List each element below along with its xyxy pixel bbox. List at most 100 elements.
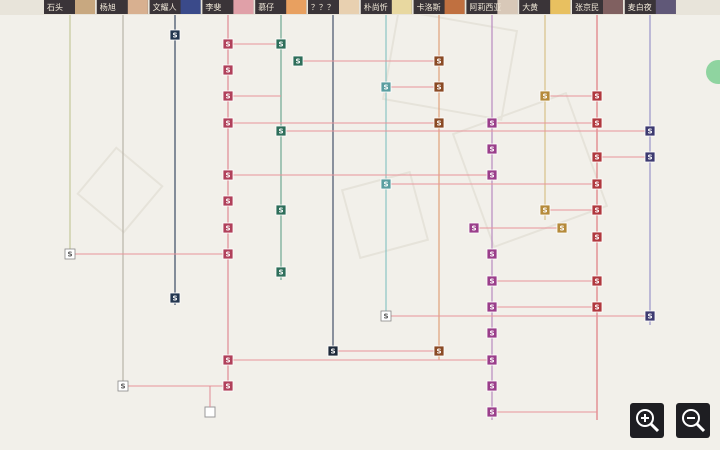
story-node[interactable]: S xyxy=(486,406,498,418)
story-node[interactable]: S xyxy=(222,354,234,366)
character-tab[interactable]: 朴尚忻 xyxy=(360,0,412,14)
story-node[interactable]: S xyxy=(222,248,234,260)
story-node[interactable]: S xyxy=(486,117,498,129)
story-node[interactable]: S xyxy=(433,81,445,93)
story-node[interactable]: S xyxy=(169,29,181,41)
story-node[interactable]: S xyxy=(591,178,603,190)
zoom-in-button[interactable] xyxy=(630,403,664,438)
story-node[interactable]: S xyxy=(591,275,603,287)
story-node[interactable]: S xyxy=(591,151,603,163)
story-node[interactable]: S xyxy=(486,380,498,392)
story-node[interactable]: S xyxy=(644,125,656,137)
story-node[interactable]: S xyxy=(222,169,234,181)
story-node[interactable]: S xyxy=(222,195,234,207)
story-node[interactable]: S xyxy=(169,292,181,304)
story-node[interactable]: S xyxy=(275,125,287,137)
character-tab[interactable]: 张京民 xyxy=(572,0,623,14)
character-tab[interactable]: 杨旭 xyxy=(96,0,148,14)
character-name: 杨旭 xyxy=(100,2,116,12)
story-node[interactable]: S xyxy=(556,222,568,234)
node-label: S xyxy=(489,278,494,286)
story-node[interactable]: S xyxy=(292,55,304,67)
node-label: S xyxy=(225,357,230,365)
story-node[interactable]: S xyxy=(486,275,498,287)
node-label: S xyxy=(594,93,599,101)
tab-avatar xyxy=(286,0,307,14)
character-tab[interactable]: 阿莉西亚 xyxy=(466,0,518,14)
character-tab[interactable]: 卡洛斯 xyxy=(413,0,465,14)
zoom-out-button[interactable] xyxy=(676,403,710,438)
node-label: S xyxy=(594,278,599,286)
node-label: S xyxy=(225,198,230,206)
story-node[interactable]: S xyxy=(433,345,445,357)
story-node[interactable]: S xyxy=(117,380,129,392)
story-node[interactable]: S xyxy=(222,222,234,234)
node-box xyxy=(486,143,498,155)
story-node[interactable]: S xyxy=(275,38,287,50)
story-node[interactable]: S xyxy=(222,64,234,76)
story-node[interactable]: S xyxy=(222,38,234,50)
story-node[interactable]: S xyxy=(433,117,445,129)
story-node[interactable]: S xyxy=(486,248,498,260)
side-chat-button[interactable] xyxy=(706,60,720,84)
node-label: S xyxy=(594,304,599,312)
node-label: S xyxy=(436,120,441,128)
character-tab[interactable]: ？？？ xyxy=(308,0,359,14)
node-box xyxy=(169,29,181,41)
story-node[interactable]: S xyxy=(486,354,498,366)
story-node[interactable]: S xyxy=(222,90,234,102)
story-node[interactable]: S xyxy=(644,310,656,322)
character-tab[interactable]: 石头 xyxy=(44,0,95,14)
node-box xyxy=(591,178,603,190)
story-node[interactable]: S xyxy=(486,327,498,339)
story-node[interactable]: S xyxy=(380,81,392,93)
story-node[interactable]: S xyxy=(222,117,234,129)
character-tab[interactable]: 大黄 xyxy=(519,0,571,14)
node-label: S xyxy=(225,41,230,49)
story-node[interactable]: S xyxy=(486,143,498,155)
story-node[interactable]: S xyxy=(539,204,551,216)
node-box xyxy=(222,222,234,234)
node-box xyxy=(486,248,498,260)
story-node[interactable]: S xyxy=(591,90,603,102)
node-box xyxy=(292,55,304,67)
story-node[interactable]: S xyxy=(327,345,339,357)
character-tab[interactable]: 慕仔 xyxy=(255,0,307,14)
story-node[interactable]: S xyxy=(539,90,551,102)
story-node[interactable]: S xyxy=(486,169,498,181)
node-label: S xyxy=(542,207,547,215)
story-node[interactable]: S xyxy=(380,178,392,190)
story-node[interactable]: S xyxy=(591,231,603,243)
character-name: 张京民 xyxy=(575,2,599,12)
node-label: S xyxy=(172,295,177,303)
story-node[interactable]: S xyxy=(468,222,480,234)
node-label: S xyxy=(489,409,494,417)
story-node[interactable]: S xyxy=(222,380,234,392)
story-node[interactable]: S xyxy=(380,310,392,322)
story-node[interactable]: S xyxy=(275,266,287,278)
node-box xyxy=(468,222,480,234)
node-label: S xyxy=(594,181,599,189)
character-tab[interactable]: 文耀人 xyxy=(149,0,201,14)
character-tab[interactable]: 麦白夜 xyxy=(624,0,676,14)
node-box xyxy=(433,345,445,357)
story-node[interactable]: S xyxy=(64,248,76,260)
story-node[interactable]: S xyxy=(644,151,656,163)
tab-avatar xyxy=(233,0,254,14)
node-label: S xyxy=(225,67,230,75)
story-node[interactable]: S xyxy=(591,204,603,216)
story-node[interactable]: S xyxy=(433,55,445,67)
character-name: 文耀人 xyxy=(153,2,177,12)
character-tab[interactable]: 李斐 xyxy=(202,0,254,14)
node-label: S xyxy=(383,181,388,189)
node-label: S xyxy=(436,84,441,92)
story-node[interactable]: S xyxy=(486,301,498,313)
story-node[interactable]: S xyxy=(591,301,603,313)
node-label: S xyxy=(489,357,494,365)
story-node[interactable]: S xyxy=(275,204,287,216)
node-label: S xyxy=(489,146,494,154)
node-label: S xyxy=(225,383,230,391)
story-node[interactable]: S xyxy=(591,117,603,129)
node-label: S xyxy=(559,225,564,233)
empty-node[interactable] xyxy=(204,406,216,418)
